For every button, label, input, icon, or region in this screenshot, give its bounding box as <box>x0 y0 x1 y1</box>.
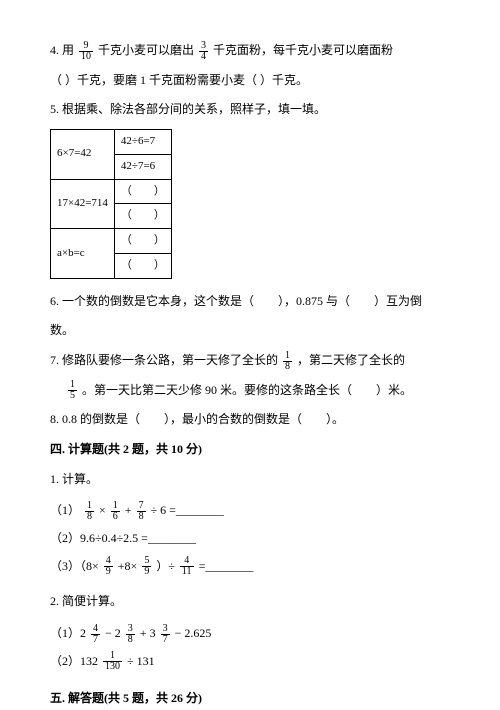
cell-r4c2: （ ） <box>114 204 171 229</box>
q4-mid2: 千克面粉，每千克小麦可以磨面粉 <box>213 43 393 57</box>
cell-r2c2: 42÷7=6 <box>114 154 171 179</box>
q4-frac1: 910 <box>79 41 93 62</box>
q7-line2: 15 。第一天比第二天少修 90 米。要修的这条路全长（ ）米。 <box>50 380 450 402</box>
q4-prefix: 4. 用 <box>50 43 74 57</box>
cell-r3c2: （ ） <box>114 179 171 204</box>
q4-line1: 4. 用 910 千克小麦可以磨出 34 千克面粉，每千克小麦可以磨面粉 <box>50 40 450 62</box>
q7-frac1: 18 <box>283 351 292 372</box>
sec4-title: 四. 计算题(共 2 题，共 10 分) <box>50 439 450 461</box>
cell-r6c2: （ ） <box>114 253 171 278</box>
q7-line1: 7. 修路队要修一条公路，第一天修了全长的 18 ，第二天修了全长的 <box>50 350 450 372</box>
q7-frac2: 15 <box>68 380 77 401</box>
sec4-p2: 2. 简便计算。 <box>50 591 450 613</box>
cell-r3c1: 17×42=714 <box>51 179 115 229</box>
cell-r5c2: （ ） <box>114 229 171 254</box>
q6-l1: 6. 一个数的倒数是它本身，这个数是（ ），0.875 与（ ）互为倒 <box>50 291 450 313</box>
q4-mid1: 千克小麦可以磨出 <box>98 43 194 57</box>
q4-line2: （ ）千克，要磨 1 千克面粉需要小麦（ ）千克。 <box>50 70 450 92</box>
sec4-e3: （3）（8× 49 +8× 59 ）÷ 411 =________ <box>50 556 450 578</box>
sec4-c1: （1）2 47 − 2 38 + 3 37 − 2.625 <box>50 623 450 645</box>
sec4-e1: （1） 18 × 16 + 78 ÷ 6 =________ <box>50 500 450 522</box>
q4-frac2: 34 <box>199 41 208 62</box>
relation-table: 6×7=4242÷6=7 42÷7=6 17×42=714（ ） （ ） a×b… <box>50 129 172 279</box>
sec4-p1: 1. 计算。 <box>50 469 450 491</box>
q5-text: 5. 根据乘、除法各部分间的关系，照样子，填一填。 <box>50 99 450 121</box>
q6-l2: 数。 <box>50 320 450 342</box>
cell-r1c1: 6×7=42 <box>51 129 115 179</box>
cell-r5c1: a×b=c <box>51 229 115 279</box>
sec4-e2: （2）9.6÷0.4÷2.5 =________ <box>50 528 450 550</box>
q8-text: 8. 0.8 的倒数是（ ），最小的合数的倒数是（ ）。 <box>50 409 450 431</box>
cell-r1c2: 42÷6=7 <box>114 129 171 154</box>
sec4-c2: （2）132 1130 ÷ 131 <box>50 651 450 673</box>
